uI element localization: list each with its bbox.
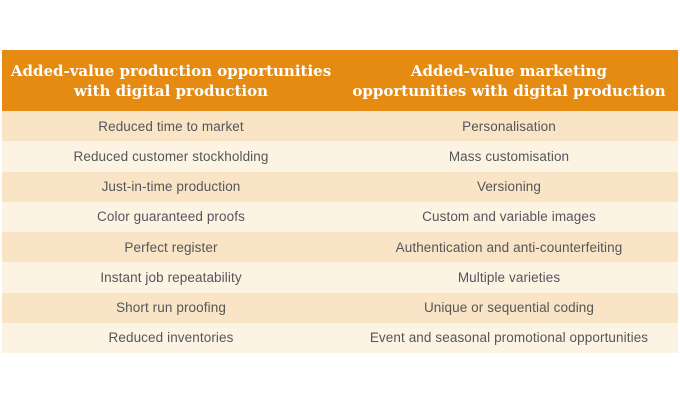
table-row: Perfect register Authentication and anti… [2, 232, 678, 263]
table-row: Instant job repeatability Multiple varie… [2, 262, 678, 293]
table-row: Just-in-time production Versioning [2, 171, 678, 202]
header-marketing-column: Added-value marketing opportunities with… [340, 50, 678, 111]
header-production-line-2: with digital production [73, 81, 269, 100]
table-cell-marketing: Authentication and anti-counterfeiting [395, 239, 623, 255]
table-row: Short run proofing Unique or sequential … [2, 292, 678, 323]
table-cell-production: Color guaranteed proofs [97, 209, 245, 225]
opportunities-table: Added-value production opportunities wit… [2, 50, 678, 353]
header-marketing-line-1: Added-value marketing [410, 61, 608, 80]
table-cell-marketing: Custom and variable images [422, 209, 596, 225]
header-marketing-line-2: opportunities with digital production [352, 81, 666, 100]
table-cell-marketing: Unique or sequential coding [423, 300, 595, 316]
table-row: Reduced time to market Personalisation [2, 111, 678, 142]
table-cell-production: Reduced time to market [98, 118, 244, 134]
table-cell-production: Instant job repeatability [100, 269, 242, 285]
table-cell-production: Short run proofing [116, 300, 226, 316]
table-cell-production: Just-in-time production [101, 179, 241, 195]
table-cell-marketing: Personalisation [462, 118, 556, 134]
header-production-column: Added-value production opportunities wit… [2, 50, 340, 111]
table-cell-marketing: Mass customisation [448, 148, 570, 164]
table-body: Reduced time to market Personalisation R… [2, 111, 678, 353]
table-row: Color guaranteed proofs Custom and varia… [2, 201, 678, 232]
table-cell-marketing: Versioning [476, 179, 542, 195]
table-cell-marketing: Event and seasonal promotional opportuni… [369, 330, 649, 346]
table-cell-production: Perfect register [124, 239, 218, 255]
table-row: Reduced customer stockholding Mass custo… [2, 141, 678, 172]
header-production-line-1: Added-value production opportunities [10, 61, 332, 80]
table-cell-marketing: Multiple varieties [457, 269, 561, 285]
table-row: Reduced inventories Event and seasonal p… [2, 322, 678, 353]
table-cell-production: Reduced inventories [108, 330, 234, 346]
table-cell-production: Reduced customer stockholding [73, 148, 269, 164]
table-header-row: Added-value production opportunities wit… [2, 50, 678, 111]
